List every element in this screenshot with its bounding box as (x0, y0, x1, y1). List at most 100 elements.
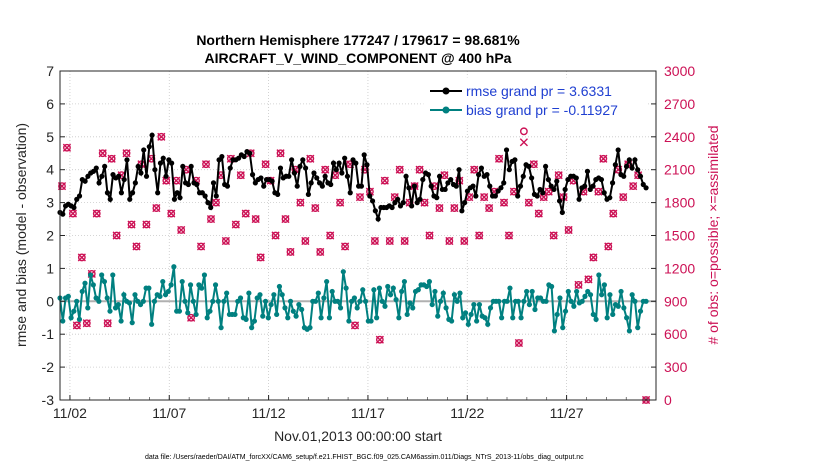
assimilated-obs-point (534, 209, 543, 218)
rmse-point (294, 183, 300, 189)
rmse-point (202, 193, 208, 199)
possible-obs-point (321, 165, 330, 174)
bias-point (74, 298, 80, 304)
right-tick-label: 2400 (664, 129, 695, 145)
rmse-point (177, 195, 183, 201)
bias-point (262, 298, 269, 304)
rmse-point (534, 193, 540, 199)
assimilated-obs-point (336, 198, 345, 207)
rmse-point (188, 163, 194, 170)
possible-obs-point (564, 226, 573, 234)
assimilated-obs-point (122, 149, 131, 158)
rmse-point (333, 167, 339, 173)
assimilated-obs-cross-b (470, 165, 479, 174)
y-axis-label-left: rmse and bias (model - observation) (13, 123, 29, 347)
assimilated-obs-cross-b (162, 176, 171, 185)
x-tick-label: 11/22 (450, 405, 484, 421)
assimilated-obs-point (157, 132, 166, 141)
rmse-point (107, 196, 113, 202)
bias-point (362, 298, 369, 304)
legend-rmse-marker (442, 87, 450, 95)
bias-series (57, 264, 649, 334)
legend: rmse grand pr = 3.6331 bias grand pr = -… (423, 77, 647, 123)
bias-point (287, 298, 294, 304)
rmse-point (138, 170, 144, 176)
bias-point (151, 298, 158, 304)
bias-point (510, 315, 516, 321)
assimilated-obs-cross-b (355, 193, 365, 202)
bias-point (193, 311, 199, 318)
assimilated-obs-cross-b (276, 149, 285, 158)
possible-obs-point (495, 154, 503, 163)
bias-point (382, 303, 388, 309)
bias-point (524, 288, 530, 295)
bias-point (274, 311, 280, 318)
possible-obs-point (524, 198, 533, 207)
rmse-point (129, 190, 136, 196)
assimilated-obs-point (574, 280, 583, 289)
rmse-point (99, 173, 105, 179)
possible-obs-point (425, 231, 434, 240)
assimilated-obs-cross-b (236, 171, 245, 180)
possible-obs-point (400, 237, 409, 245)
bias-point (251, 318, 258, 324)
assimilated-obs-point (554, 171, 563, 180)
assimilated-obs-cross-b (321, 165, 330, 174)
possible-obs-point (380, 176, 389, 185)
assimilated-obs-point (524, 198, 533, 207)
assimilated-obs-cross-b (336, 198, 345, 207)
rmse-point (146, 144, 152, 150)
rmse-point (612, 162, 618, 168)
rmse-point (160, 155, 166, 161)
bias-point (476, 301, 483, 308)
bias-point (337, 305, 344, 311)
rmse-point (169, 160, 175, 166)
rmse-point (503, 147, 510, 153)
bias-point (521, 298, 527, 304)
bias-point (571, 303, 577, 309)
possible-obs-point (475, 231, 484, 240)
rmse-point (554, 178, 560, 184)
rmse-point (353, 160, 359, 166)
bias-point (210, 298, 216, 304)
assimilated-obs-cross-b (375, 335, 384, 344)
assimilated-obs-point (415, 165, 424, 174)
possible-obs-point (480, 193, 489, 202)
possible-obs-point (589, 253, 598, 262)
rmse-point (487, 183, 493, 189)
bias-point (568, 298, 574, 304)
bias-point (518, 315, 524, 321)
assimilated-obs-cross-b (629, 182, 638, 191)
rmse-point (375, 216, 381, 222)
bias-point (68, 315, 74, 321)
bias-point (146, 285, 152, 291)
assimilated-obs-cross-b (98, 149, 107, 158)
rmse-point (322, 173, 328, 179)
bias-point (190, 298, 196, 304)
assimilated-obs-cross-b (504, 231, 514, 240)
assimilated-obs-point (316, 247, 325, 257)
assimilated-obs-point (460, 236, 469, 246)
possible-obs-point (450, 204, 459, 212)
assimilated-obs-cross-b (311, 203, 320, 213)
bias-point (96, 298, 102, 304)
assimilated-obs-point (544, 187, 553, 196)
assimilated-obs-point (72, 321, 81, 330)
assimilated-obs-cross-b (201, 160, 211, 169)
rmse-point (308, 180, 314, 186)
assimilated-obs-cross-b (301, 236, 310, 246)
bias-point (424, 283, 430, 290)
rmse-point (132, 180, 138, 186)
rmse-point (241, 153, 247, 160)
assimilated-obs-point (103, 319, 112, 328)
assimilated-obs-point (206, 214, 216, 224)
bias-point (635, 325, 641, 331)
bias-point (85, 305, 91, 311)
bias-point (293, 313, 299, 319)
possible-obs-point (326, 231, 335, 240)
possible-obs-point (604, 242, 613, 251)
possible-obs-point (72, 321, 81, 330)
assimilated-obs-cross-b (400, 236, 409, 246)
bias-point (121, 292, 127, 298)
